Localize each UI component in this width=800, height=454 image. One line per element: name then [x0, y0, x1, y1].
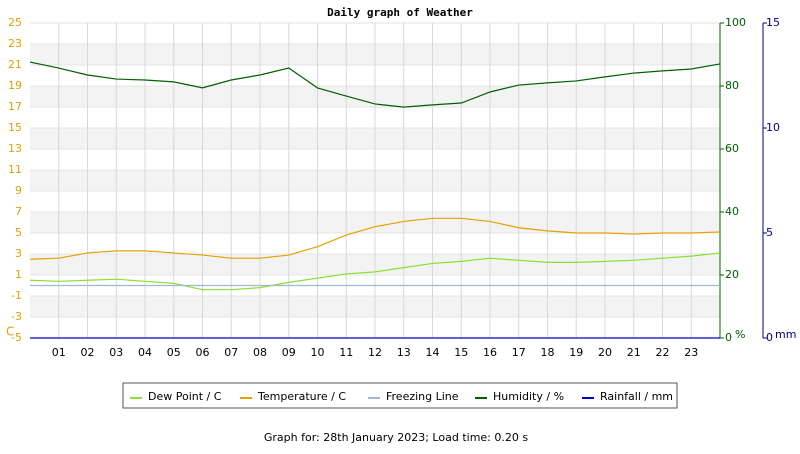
y2-tick-label: 20 [725, 268, 739, 281]
y-axis-label: C [6, 325, 14, 339]
x-tick-label: 15 [454, 346, 468, 359]
x-tick-label: 09 [282, 346, 296, 359]
y3-tick-label: 15 [766, 16, 780, 29]
x-tick-label: 12 [368, 346, 382, 359]
legend-label: Rainfall / mm [600, 390, 673, 403]
x-tick-label: 03 [109, 346, 123, 359]
x-tick-label: 11 [339, 346, 353, 359]
y-tick-label: 21 [8, 58, 22, 71]
legend-label: Humidity / % [493, 390, 564, 403]
y-tick-label: -3 [11, 310, 22, 323]
y2-tick-label: 40 [725, 205, 739, 218]
x-tick-label: 19 [569, 346, 583, 359]
legend-label: Dew Point / C [148, 390, 222, 403]
legend-box [122, 382, 678, 409]
x-tick-label: 06 [196, 346, 210, 359]
x-tick-label: 01 [52, 346, 66, 359]
series-line [29, 252, 721, 291]
x-tick-label: 10 [311, 346, 325, 359]
x-tick-label: 14 [426, 346, 440, 359]
y3-axis-label: mm [775, 328, 796, 341]
x-tick-label: 05 [167, 346, 181, 359]
x-tick-label: 07 [224, 346, 238, 359]
x-tick-label: 04 [138, 346, 152, 359]
chart-title: Daily graph of Weather [327, 6, 473, 19]
y-tick-label: 7 [15, 205, 22, 218]
y2-tick-label: 80 [725, 79, 739, 92]
x-tick-label: 17 [512, 346, 526, 359]
x-tick-label: 18 [541, 346, 555, 359]
x-tick-label: 21 [627, 346, 641, 359]
x-tick-label: 22 [656, 346, 670, 359]
x-tick-label: 20 [598, 346, 612, 359]
series-line [29, 61, 721, 108]
y3-tick-label: 10 [766, 121, 780, 134]
legend-label: Freezing Line [386, 390, 459, 403]
y-tick-label: 9 [15, 184, 22, 197]
y-tick-label: 3 [15, 247, 22, 260]
y-tick-label: 1 [15, 268, 22, 281]
y-tick-label: 13 [8, 142, 22, 155]
y2-tick-label: 100 [725, 16, 746, 29]
x-tick-label: 16 [483, 346, 497, 359]
y-tick-label: 5 [15, 226, 22, 239]
x-tick-label: 08 [253, 346, 267, 359]
x-tick-label: 02 [81, 346, 95, 359]
legend-label: Temperature / C [257, 390, 346, 403]
y3-tick-label: 0 [766, 331, 773, 344]
y-tick-label: 25 [8, 16, 22, 29]
x-tick-label: 13 [397, 346, 411, 359]
y-tick-label: 17 [8, 100, 22, 113]
y-tick-label: -1 [11, 289, 22, 302]
y3-tick-label: 5 [766, 226, 773, 239]
y2-tick-label: 60 [725, 142, 739, 155]
y2-axis-label: % [735, 328, 745, 341]
footer: Graph for: 28th January 2023; Load time:… [264, 431, 528, 444]
y-tick-label: 23 [8, 37, 22, 50]
y-tick-label: -5 [11, 331, 22, 344]
x-tick-label: 23 [684, 346, 698, 359]
y-tick-label: 19 [8, 79, 22, 92]
y-tick-label: 15 [8, 121, 22, 134]
y2-tick-label: 0 [725, 331, 732, 344]
y-tick-label: 11 [8, 163, 22, 176]
series-line [29, 217, 721, 260]
